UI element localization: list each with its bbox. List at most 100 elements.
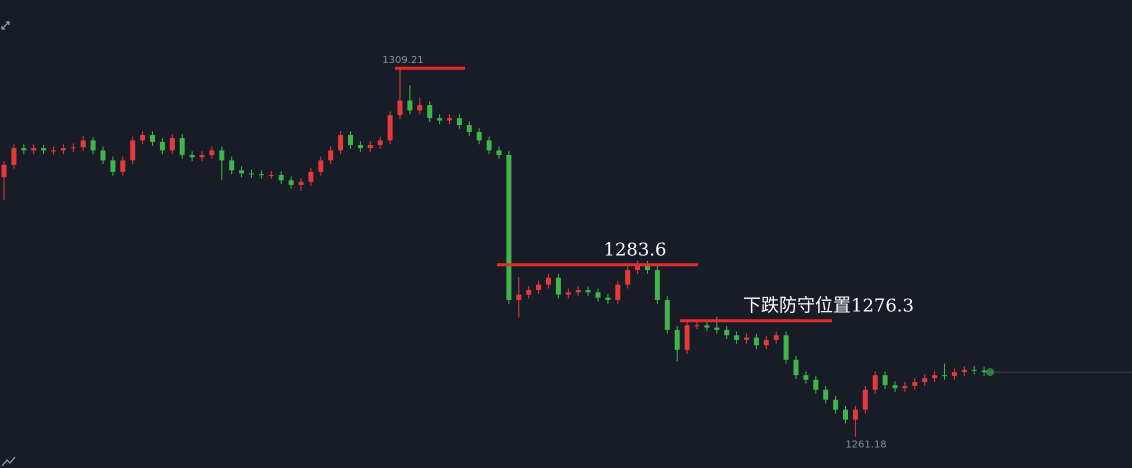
candle-body <box>674 329 680 350</box>
expand-icon[interactable] <box>1 21 10 30</box>
candle-body <box>852 409 858 420</box>
candle-body <box>951 372 957 376</box>
candle-body <box>605 297 611 300</box>
candle-body <box>872 375 878 390</box>
chart-icon[interactable] <box>1 456 16 467</box>
candle-body <box>486 140 492 151</box>
candle-body <box>476 131 482 141</box>
candle-body <box>219 150 225 161</box>
candle-body <box>645 264 650 271</box>
candle-body <box>258 174 264 176</box>
candle-body <box>348 135 353 146</box>
candle-body <box>308 171 314 182</box>
candle-body <box>397 100 403 116</box>
candle-body <box>744 337 749 340</box>
candle-body <box>684 325 690 350</box>
candle-body <box>51 150 56 152</box>
candle-body <box>120 160 126 172</box>
candle-body <box>595 292 601 298</box>
candle-body <box>575 290 581 293</box>
annotation-label: 下跌防守位置1276.3 <box>743 296 914 317</box>
candle-body <box>90 140 96 151</box>
candle-body <box>70 147 76 149</box>
candle-body <box>417 105 423 111</box>
candle-body <box>41 148 47 151</box>
annotation-label: 1283.6 <box>604 240 667 261</box>
candle-body <box>268 174 274 176</box>
candle-body <box>734 335 740 340</box>
candle-body <box>932 375 938 379</box>
candle-body <box>843 409 848 420</box>
candle-body <box>179 138 185 155</box>
low-label: 1261.18 <box>845 440 886 451</box>
candle-body <box>922 378 928 383</box>
candle-body <box>585 290 591 293</box>
candle-body <box>31 148 37 151</box>
candle-body <box>793 359 799 376</box>
candle-body <box>1 164 7 178</box>
candle-body <box>902 385 908 389</box>
high-label: 1309.21 <box>382 55 423 66</box>
candle-body <box>753 337 759 346</box>
candle-body <box>516 294 522 300</box>
candle-body <box>328 150 334 161</box>
candle-body <box>971 369 977 371</box>
candle-body <box>635 264 641 271</box>
candle-body <box>506 154 512 300</box>
candle-body <box>981 370 987 373</box>
candle-body <box>387 115 393 141</box>
candle-body <box>546 277 551 285</box>
candle-body <box>456 118 462 126</box>
candle-body <box>159 141 165 151</box>
candle-body <box>615 284 621 300</box>
candle-body <box>21 148 27 151</box>
candle-body <box>763 339 769 346</box>
candle-body <box>377 140 383 146</box>
candle-body <box>189 154 195 158</box>
candle-body <box>100 150 106 161</box>
candle-body <box>942 375 947 377</box>
candle-body <box>664 299 670 330</box>
candle-body <box>130 140 136 161</box>
candle-body <box>912 382 918 386</box>
candle-body <box>625 270 631 285</box>
candle-body <box>80 140 86 148</box>
candle-body <box>288 180 294 185</box>
candle-body <box>447 118 452 121</box>
candle-body <box>318 160 324 172</box>
candle-body <box>60 148 66 151</box>
candle-body <box>150 135 155 142</box>
candle-body <box>169 138 175 151</box>
candle-body <box>338 135 344 151</box>
candle-body <box>882 375 888 386</box>
candle-body <box>466 125 472 132</box>
candle-body <box>209 150 215 155</box>
candle-body <box>823 389 829 400</box>
candle-body <box>783 335 789 360</box>
candle-body <box>298 181 304 185</box>
candle-body <box>813 379 819 390</box>
last-price-dot <box>986 368 995 377</box>
candle-body <box>536 284 542 291</box>
candle-body <box>140 135 146 141</box>
candle-body <box>862 389 868 410</box>
candle-body <box>367 145 373 149</box>
candle-body <box>565 292 571 295</box>
candle-body <box>496 150 502 155</box>
candle-body <box>724 329 730 336</box>
candle-body <box>427 105 433 119</box>
candle-body <box>555 277 561 295</box>
candle-body <box>803 375 809 380</box>
candle-body <box>249 173 254 175</box>
candle-body <box>11 148 17 165</box>
candle-body <box>407 100 413 111</box>
candle-body <box>239 170 245 174</box>
candle-body <box>654 270 660 300</box>
candle-body <box>437 118 443 121</box>
candle-body <box>961 369 967 373</box>
candle-body <box>833 399 839 410</box>
candle-body <box>773 335 779 340</box>
candle-body <box>526 290 532 295</box>
